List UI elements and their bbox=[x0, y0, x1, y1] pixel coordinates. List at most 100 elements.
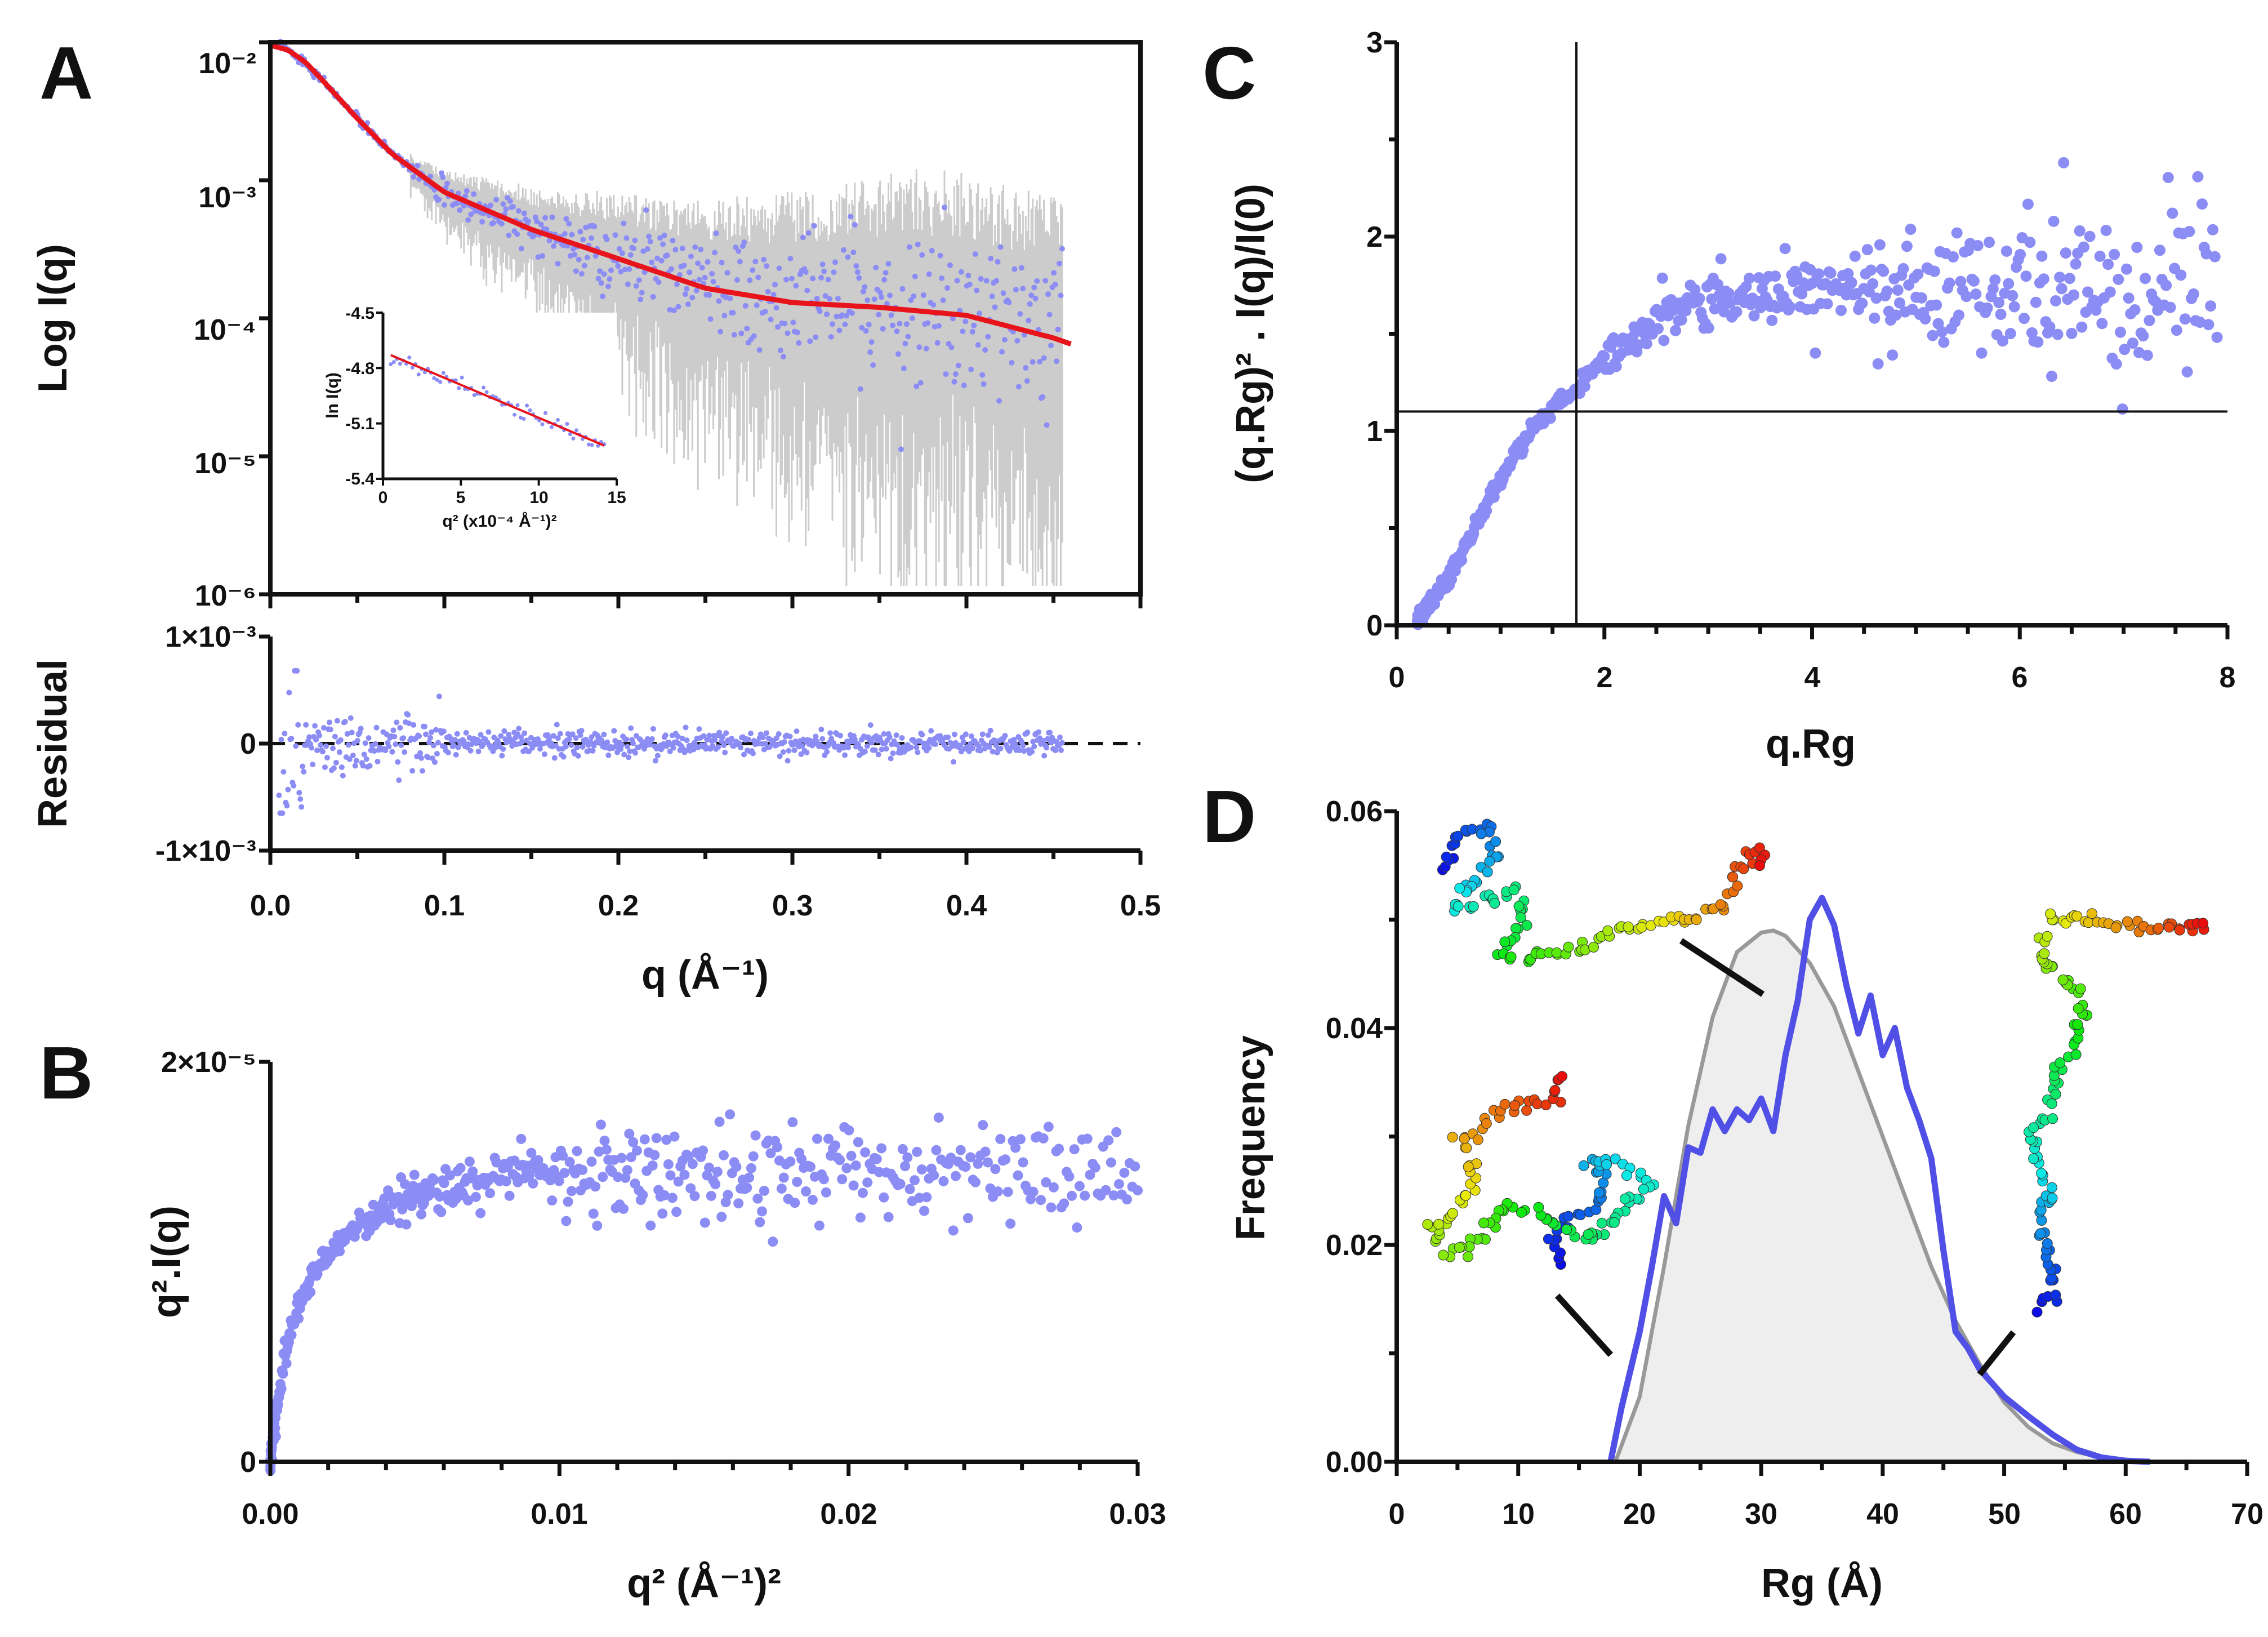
data-point bbox=[589, 235, 595, 241]
chain-bead bbox=[1732, 880, 1743, 892]
inset-x-axis-label: q² (x10⁻⁴ Å⁻¹)² bbox=[442, 512, 556, 531]
chain-bead bbox=[1596, 1217, 1607, 1229]
residual-point bbox=[367, 763, 373, 769]
inset-y-tick: -4.5 bbox=[345, 304, 375, 323]
residual-point bbox=[382, 747, 389, 753]
panel-label-b: B bbox=[39, 1031, 93, 1114]
data-point bbox=[1881, 285, 1893, 297]
data-point bbox=[1041, 355, 1047, 361]
data-point bbox=[591, 224, 598, 230]
data-point bbox=[1825, 267, 1837, 279]
data-point bbox=[2179, 313, 2191, 325]
x-tick-label: 0.5 bbox=[1120, 889, 1161, 922]
data-point bbox=[706, 292, 712, 298]
data-point bbox=[909, 1175, 920, 1186]
data-point bbox=[1058, 292, 1064, 299]
data-point bbox=[639, 290, 645, 296]
data-point bbox=[865, 297, 871, 303]
data-point bbox=[920, 292, 926, 298]
data-point bbox=[947, 262, 953, 268]
residual-x-tick-labels: 0.0 0.1 0.2 0.3 0.4 0.5 bbox=[250, 889, 1161, 922]
data-point bbox=[515, 208, 522, 214]
residual-point bbox=[893, 732, 899, 739]
data-point bbox=[1835, 304, 1847, 316]
data-point bbox=[1130, 1161, 1140, 1172]
data-point bbox=[765, 288, 771, 295]
data-point bbox=[901, 366, 907, 372]
data-point bbox=[1872, 358, 1884, 370]
data-point bbox=[764, 263, 770, 269]
data-point bbox=[2068, 289, 2079, 301]
data-point bbox=[543, 226, 550, 232]
data-point bbox=[718, 328, 724, 335]
residual-point bbox=[828, 736, 835, 742]
data-point bbox=[821, 268, 827, 274]
inset-point bbox=[389, 362, 393, 367]
data-point bbox=[2032, 336, 2044, 348]
data-point bbox=[742, 1182, 752, 1193]
data-point bbox=[835, 296, 841, 302]
data-point bbox=[436, 1207, 447, 1217]
data-point bbox=[951, 1171, 961, 1181]
data-point bbox=[623, 235, 630, 241]
residual-point bbox=[627, 748, 633, 754]
data-point bbox=[555, 261, 561, 267]
residual-point bbox=[295, 722, 301, 728]
data-point bbox=[1040, 394, 1046, 400]
data-point bbox=[592, 1220, 603, 1231]
data-point bbox=[572, 1146, 582, 1156]
residual-point bbox=[1017, 748, 1023, 754]
chain-bead bbox=[2047, 1113, 2058, 1124]
data-point bbox=[719, 260, 725, 266]
residual-point bbox=[354, 737, 360, 744]
data-point bbox=[1103, 1135, 1114, 1146]
data-point bbox=[689, 1191, 700, 1202]
residual-point bbox=[1058, 747, 1064, 753]
residual-point bbox=[684, 737, 690, 744]
chain-bead bbox=[1623, 921, 1634, 932]
residual-point bbox=[890, 750, 896, 757]
x-tick-label: 0.4 bbox=[946, 889, 987, 922]
data-point bbox=[2120, 263, 2132, 275]
data-point bbox=[1892, 284, 1904, 296]
data-point bbox=[938, 1176, 949, 1186]
data-point bbox=[716, 298, 722, 304]
data-point bbox=[2162, 172, 2174, 184]
data-point bbox=[1009, 359, 1015, 366]
residual-point bbox=[696, 726, 702, 732]
data-point bbox=[856, 275, 862, 281]
data-point bbox=[1119, 1167, 1130, 1178]
data-point bbox=[1067, 1190, 1077, 1201]
data-point bbox=[658, 257, 665, 264]
data-point bbox=[992, 304, 998, 310]
data-point bbox=[615, 263, 621, 269]
data-point bbox=[1927, 330, 1939, 341]
data-point bbox=[1001, 336, 1008, 342]
data-point bbox=[461, 203, 467, 209]
data-point bbox=[971, 322, 977, 328]
residual-point bbox=[670, 745, 676, 751]
data-point bbox=[699, 265, 705, 271]
data-point bbox=[780, 354, 786, 360]
residual-point bbox=[389, 749, 395, 755]
data-point bbox=[814, 1220, 825, 1231]
y-tick-labels: 0.00 0.02 0.04 0.06 bbox=[1326, 795, 1383, 1479]
residual-point bbox=[431, 759, 438, 765]
data-point bbox=[1915, 292, 1927, 304]
data-point bbox=[479, 219, 485, 225]
residual-point bbox=[960, 739, 966, 745]
residual-point bbox=[475, 748, 482, 754]
x-tick-label: 0.00 bbox=[242, 1498, 298, 1531]
data-point bbox=[524, 1169, 535, 1180]
residual-point bbox=[881, 731, 887, 737]
data-point bbox=[293, 1313, 304, 1324]
data-point bbox=[889, 322, 895, 328]
residual-point bbox=[985, 732, 991, 739]
data-point bbox=[1072, 1222, 1082, 1233]
data-point bbox=[912, 1146, 923, 1157]
residual-point bbox=[519, 739, 525, 745]
data-point bbox=[842, 322, 848, 328]
data-point bbox=[1429, 598, 1441, 610]
x-tick-label: 0.1 bbox=[424, 889, 465, 922]
chain-bead bbox=[1489, 898, 1500, 909]
